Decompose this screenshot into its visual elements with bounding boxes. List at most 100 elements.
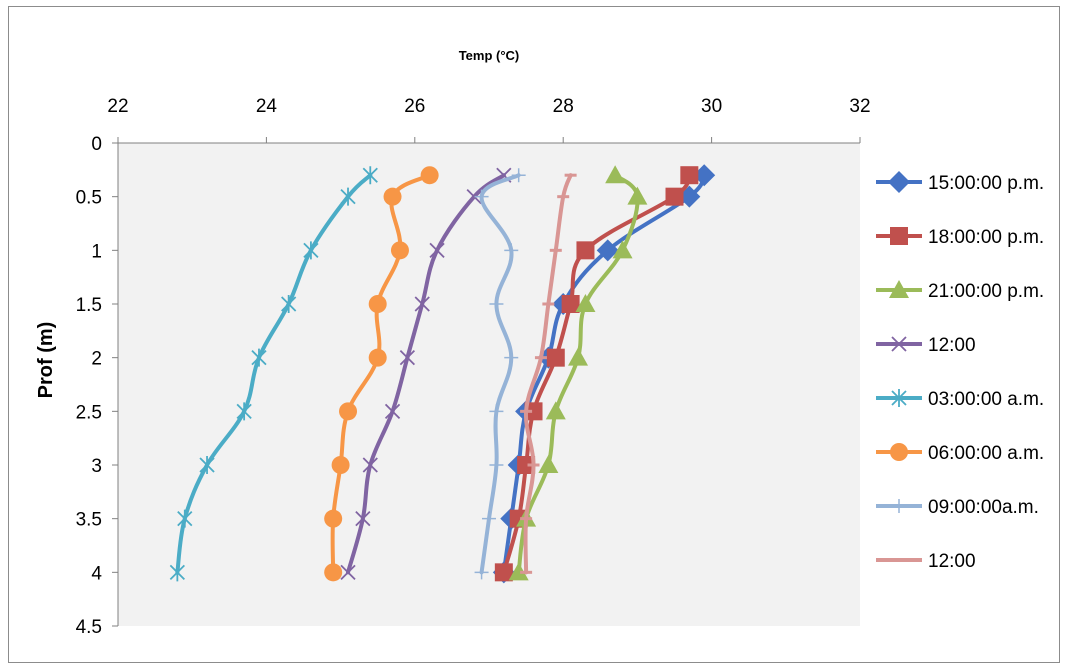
data-point — [489, 458, 504, 472]
legend-item: 18:00:00 p.m. — [876, 227, 1044, 248]
data-point — [693, 164, 716, 187]
data-point — [466, 189, 482, 205]
data-point — [420, 166, 439, 185]
y-tick-label: 3 — [91, 456, 102, 477]
legend-marker — [890, 443, 908, 461]
data-point — [383, 187, 402, 206]
y-tick-label: 2.5 — [76, 402, 102, 423]
legend-marker — [889, 280, 909, 298]
data-point — [399, 350, 416, 366]
data-point — [546, 348, 565, 367]
data-point — [362, 166, 378, 185]
data-point — [680, 166, 699, 185]
data-point — [494, 563, 513, 582]
data-point — [508, 562, 529, 581]
x-tick-label: 30 — [701, 96, 722, 117]
data-point — [199, 456, 215, 474]
data-point — [169, 563, 185, 582]
data-point — [236, 402, 252, 421]
y-tick-label: 1 — [91, 241, 102, 262]
x-tick-label: 32 — [849, 96, 870, 117]
y-tick-label: 3.5 — [76, 510, 102, 531]
legend-marker — [891, 389, 907, 407]
legend-item: 15:00:00 p.m. — [876, 171, 1044, 194]
y-tick-label: 4.5 — [76, 617, 102, 638]
data-point — [511, 168, 526, 183]
data-point — [368, 295, 387, 313]
data-point — [489, 297, 504, 311]
data-point — [324, 563, 343, 582]
legend-item: 09:00:00a.m. — [876, 497, 1039, 518]
legend-label: 12:00 — [928, 551, 976, 572]
legend-label: 03:00:00 a.m. — [928, 389, 1044, 410]
data-point — [340, 564, 356, 580]
data-point — [568, 347, 589, 366]
legend-marker — [890, 227, 908, 245]
data-point — [355, 511, 371, 527]
data-point — [482, 511, 496, 526]
legend-marker — [888, 171, 910, 193]
data-point — [605, 165, 626, 184]
legend-item: 21:00:00 p.m. — [876, 280, 1044, 302]
data-point — [665, 187, 684, 206]
data-point — [504, 350, 519, 365]
plot-area — [118, 143, 860, 626]
series-2 — [494, 166, 699, 582]
legend-label: 21:00:00 p.m. — [928, 281, 1044, 302]
data-point — [545, 401, 566, 420]
axes: 22 24 26 28 30 32 0 0.5 1 1.5 2 2.5 3 3.5 4 4.5 — [76, 96, 871, 638]
series-4 — [340, 167, 512, 580]
data-point — [368, 348, 387, 367]
data-point — [474, 565, 489, 580]
data-point — [627, 186, 648, 205]
data-point — [576, 241, 595, 260]
data-point — [384, 403, 401, 419]
legend-label: 06:00:00 a.m. — [928, 443, 1044, 464]
legend-label: 15:00:00 p.m. — [928, 173, 1044, 194]
data-point — [575, 294, 596, 312]
y-tick-label: 4 — [91, 563, 102, 584]
data-point — [303, 241, 319, 260]
data-point — [596, 239, 619, 262]
legend-label: 18:00:00 p.m. — [928, 227, 1044, 248]
data-point — [612, 240, 633, 259]
data-point — [489, 404, 504, 419]
x-tick-label: 26 — [404, 96, 425, 117]
legend-marker — [891, 336, 907, 352]
legend-label: 09:00:00a.m. — [928, 497, 1039, 518]
legend: 15:00:00 p.m. 18:00:00 p.m. 21:00:00 p.m. 1… — [876, 171, 1044, 572]
x-tick-label: 22 — [107, 96, 128, 117]
data-point — [177, 509, 193, 528]
series-5 — [169, 166, 378, 582]
data-point — [517, 456, 536, 474]
data-point — [251, 348, 267, 367]
legend-marker — [892, 499, 906, 513]
data-point — [281, 295, 297, 313]
y-axis-title: Prof (m) — [35, 322, 57, 399]
series-8 — [520, 173, 577, 575]
data-point — [390, 241, 409, 260]
data-point — [561, 295, 580, 313]
data-point — [524, 402, 543, 421]
x-tick-label: 24 — [256, 96, 278, 117]
data-point — [474, 189, 489, 204]
data-point — [414, 296, 430, 312]
data-point — [331, 456, 350, 474]
series-layer — [169, 164, 716, 584]
y-tick-label: 0.5 — [76, 188, 102, 209]
data-point — [339, 402, 358, 421]
legend-item: 03:00:00 a.m. — [876, 389, 1044, 410]
x-axis-title: Temp (°C) — [459, 48, 520, 63]
legend-item: 12:00 — [876, 335, 976, 356]
series-6 — [324, 166, 439, 582]
legend-item: 12:00 — [876, 551, 976, 572]
series-7 — [474, 168, 526, 580]
legend-item: 06:00:00 a.m. — [876, 443, 1044, 464]
x-tick-label: 28 — [553, 96, 574, 117]
legend-label: 12:00 — [928, 335, 976, 356]
data-point — [429, 242, 445, 258]
data-point — [362, 457, 378, 473]
data-point — [340, 187, 356, 206]
y-tick-label: 1.5 — [76, 295, 102, 316]
